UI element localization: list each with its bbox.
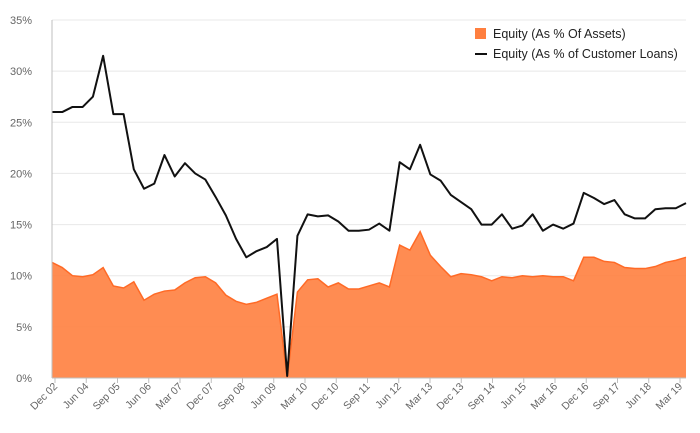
x-tick-label: Dec 02 (28, 381, 60, 413)
x-tick-label: Mar 16 (529, 381, 561, 413)
x-tick-label: Dec 13 (434, 381, 466, 413)
x-tick-label: Mar 10 (279, 381, 311, 413)
assets-area-edge (51, 230, 687, 379)
x-tick-label: Mar 13 (404, 381, 436, 413)
x-tick-label: Dec 07 (184, 381, 216, 413)
legend-label-assets: Equity (As % Of Assets) (493, 27, 626, 41)
x-tick-label: Jun 09 (248, 381, 279, 412)
y-tick-label: 35% (10, 15, 32, 27)
x-tick-label: Sep 17 (591, 381, 623, 413)
y-tick-label: 25% (10, 117, 32, 129)
assets-area-layer (51, 230, 687, 379)
y-tick-label: 0% (16, 373, 32, 385)
assets-area (52, 231, 686, 378)
y-tick-label: 20% (10, 168, 32, 180)
x-tick-label: Dec 10 (309, 381, 341, 413)
y-tick-label: 5% (16, 322, 32, 334)
loans-line (52, 54, 687, 377)
legend-label-loans: Equity (As % of Customer Loans) (493, 47, 678, 61)
y-tick-label: 30% (10, 66, 32, 78)
x-tick-label: Jun 15 (498, 381, 529, 412)
x-tick-label: Sep 14 (466, 381, 498, 413)
x-tick-label: Mar 19 (654, 381, 686, 413)
loans-line-layer (52, 54, 687, 377)
legend: Equity (As % Of Assets) Equity (As % of … (475, 27, 678, 61)
y-tick-label: 15% (10, 220, 32, 232)
x-tick-label: Dec 16 (559, 381, 591, 413)
x-tick-label: Sep 05 (91, 381, 123, 413)
x-tick-label: Jun 18 (623, 381, 654, 412)
legend-swatch-assets (475, 28, 486, 39)
x-tick-label: Jun 06 (123, 381, 154, 412)
x-tick-label: Sep 08 (216, 381, 248, 413)
x-tick-label: Mar 07 (154, 381, 186, 413)
x-tick-label: Jun 12 (373, 381, 404, 412)
x-tick-label: Jun 04 (61, 381, 92, 412)
y-tick-label: 10% (10, 271, 32, 283)
x-tick-label: Sep 11 (341, 381, 373, 413)
